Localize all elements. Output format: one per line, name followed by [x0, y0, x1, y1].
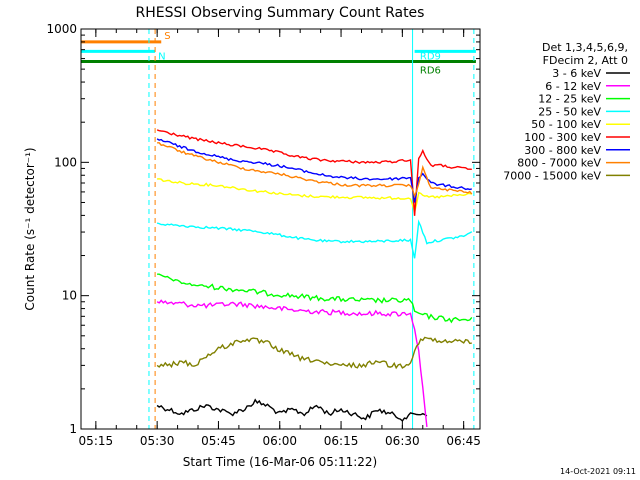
markers-layer [148, 29, 475, 429]
y-axis-label: Count Rate (s⁻¹ detector⁻¹) [23, 147, 37, 310]
series-line [157, 142, 473, 199]
y-axis: 1 10 100 1000 [46, 22, 480, 436]
legend-entry-label: 100 - 300 keV [524, 131, 601, 144]
series-line [156, 299, 428, 427]
plot-frame [80, 28, 481, 430]
series-line [156, 129, 472, 216]
y-tick-label: 1 [69, 422, 77, 436]
legend-entry-label: 25 - 50 keV [538, 105, 601, 118]
timestamp: 14-Oct-2021 09:11 [560, 467, 636, 476]
legend-entry-label: 50 - 100 keV [531, 118, 601, 131]
x-tick-label: 05:45 [201, 434, 236, 448]
flag-label: RD6 [420, 66, 441, 77]
series-line [156, 219, 473, 259]
legend-entry-label: 7000 - 15000 keV [503, 169, 601, 182]
legend: Det 1,3,4,5,6,9, FDecim 2, Att 0 3 - 6 k… [503, 41, 630, 182]
flag-label: N [158, 51, 165, 62]
chart-title: RHESSI Observing Summary Count Rates [136, 5, 425, 21]
series-line [156, 138, 472, 203]
y-tick-label: 100 [54, 155, 77, 169]
series-layer [156, 129, 473, 427]
legend-entry-label: 300 - 800 keV [524, 144, 601, 157]
series-line [157, 273, 473, 324]
flag-label: RD9 [420, 51, 441, 62]
y-tick-label: 1000 [46, 22, 77, 36]
legend-entry-label: 12 - 25 keV [538, 93, 601, 106]
legend-header-line-1: Det 1,3,4,5,6,9, [542, 41, 628, 54]
series-line [156, 336, 472, 370]
x-tick-label: 06:00 [262, 434, 297, 448]
x-tick-label: 06:15 [324, 434, 359, 448]
x-axis: 05:15 05:30 05:45 06:00 06:15 06:30 06:45 [79, 29, 481, 448]
legend-entry-label: 3 - 6 keV [552, 67, 601, 80]
legend-entry-label: 800 - 7000 keV [517, 157, 601, 170]
flags-layer: SN RD6 RD9 [81, 31, 476, 77]
x-tick-label: 05:30 [140, 434, 175, 448]
x-tick-label: 05:15 [79, 434, 114, 448]
y-tick-label: 10 [62, 289, 77, 303]
x-tick-label: 06:45 [446, 434, 481, 448]
series-line [156, 398, 428, 422]
x-tick-label: 06:30 [385, 434, 420, 448]
legend-header-line-2: FDecim 2, Att 0 [543, 54, 628, 67]
series-line [157, 178, 473, 215]
x-axis-label: Start Time (16-Mar-06 05:11:22) [183, 455, 377, 469]
legend-entry-label: 6 - 12 keV [545, 80, 601, 93]
flag-label: S [164, 31, 170, 42]
